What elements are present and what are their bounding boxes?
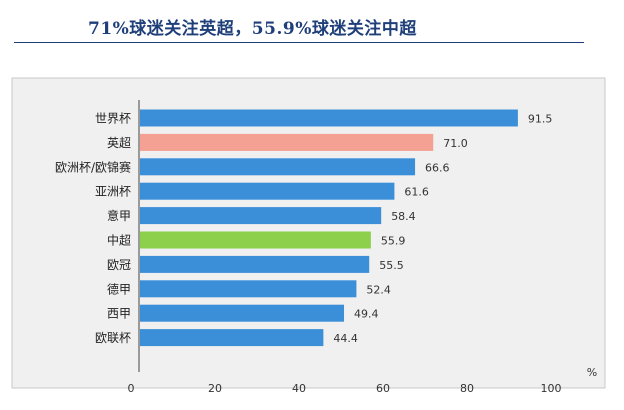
- bar: [140, 280, 357, 298]
- chart-title: 71%球迷关注英超，55.9%球迷关注中超: [88, 19, 417, 39]
- category-label: 意甲: [107, 208, 131, 223]
- bar: [140, 329, 324, 347]
- bar: [140, 133, 434, 151]
- x-tick-label: 40: [292, 382, 306, 395]
- category-label: 英超: [107, 135, 131, 150]
- bar: [140, 158, 416, 176]
- bars-group: 世界杯 91.5 英超 71.0 欧洲杯/欧锦赛 66.6 亚洲杯 61.6 意甲 58.4 中超 5…: [55, 109, 553, 347]
- value-label: 91.5: [528, 113, 553, 126]
- category-label: 世界杯: [95, 112, 131, 126]
- value-label: 58.4: [391, 210, 416, 223]
- header: 71%球迷关注英超，55.9%球迷关注中超: [0, 0, 624, 56]
- x-tick-label: 80: [460, 382, 474, 395]
- category-label: 西甲: [107, 307, 131, 321]
- chart-area: 世界杯 91.5 英超 71.0 欧洲杯/欧锦赛 66.6 亚洲杯 61.6 意甲 58.4 中超 5…: [0, 56, 624, 406]
- value-label: 44.4: [333, 332, 358, 345]
- category-label: 亚洲杯: [95, 185, 131, 199]
- x-tick-label: 20: [208, 382, 222, 395]
- x-axis: 0 20 40 60 80 100%: [128, 100, 597, 395]
- category-label: 欧联杯: [95, 331, 131, 345]
- value-label: 55.5: [379, 259, 404, 272]
- value-label: 66.6: [425, 161, 450, 174]
- bar-chart: 世界杯 91.5 英超 71.0 欧洲杯/欧锦赛 66.6 亚洲杯 61.6 意甲 58.4 中超 5…: [11, 77, 606, 395]
- value-label: 55.9: [381, 235, 406, 248]
- category-label: 欧冠: [107, 258, 131, 272]
- x-tick-label: 60: [376, 382, 390, 395]
- category-label: 欧洲杯/欧锦赛: [55, 159, 131, 174]
- bar: [140, 182, 395, 200]
- x-tick-label: 0: [128, 382, 135, 395]
- bar: [140, 231, 371, 249]
- category-label: 中超: [107, 233, 131, 248]
- bar: [140, 207, 382, 225]
- bar: [140, 304, 345, 322]
- x-unit-label: %: [587, 366, 597, 379]
- value-label: 61.6: [404, 186, 429, 199]
- bar: [140, 109, 518, 127]
- value-label: 49.4: [354, 308, 379, 321]
- value-label: 71.0: [443, 137, 468, 150]
- bar: [140, 255, 370, 273]
- category-label: 德甲: [107, 281, 131, 296]
- title-underline: [14, 42, 584, 43]
- x-tick-label: 100: [541, 382, 562, 395]
- value-label: 52.4: [366, 283, 391, 296]
